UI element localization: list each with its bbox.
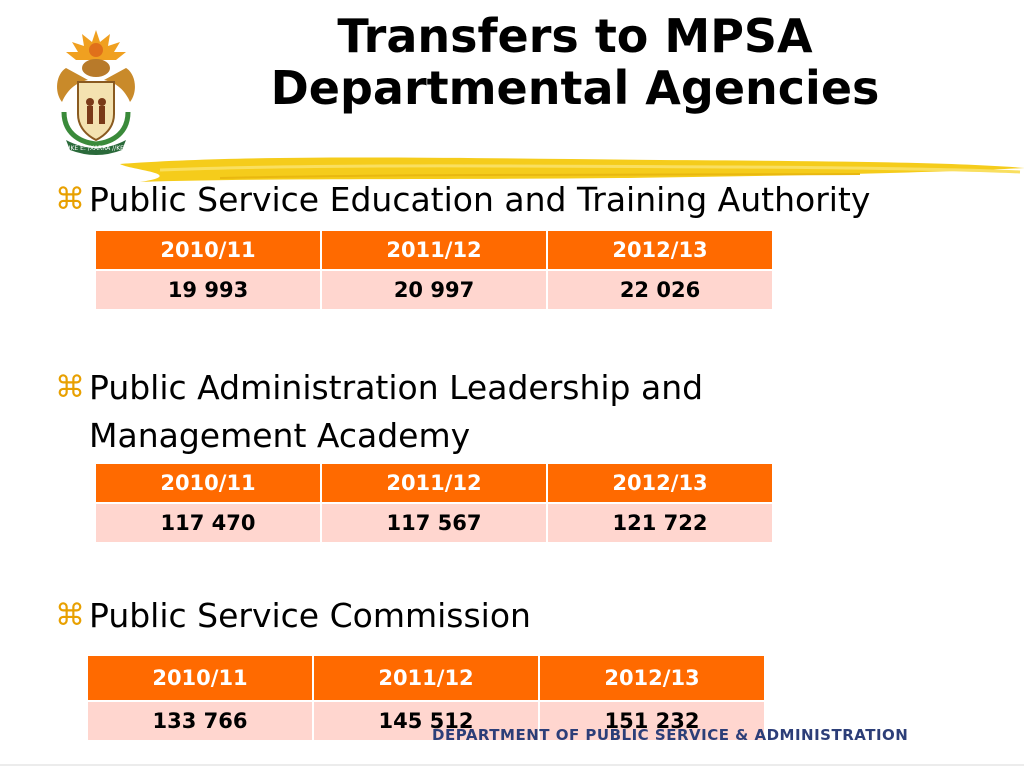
section-3-table: 2010/11 2011/12 2012/13 133 766 145 512 … [86, 654, 766, 742]
title-line-2: Departmental Agencies [270, 61, 880, 115]
table-header-cell: 2010/11 [96, 231, 320, 269]
table-cell: 121 722 [548, 504, 772, 542]
table-row: 19 993 20 997 22 026 [96, 271, 772, 309]
table-cell: 20 997 [322, 271, 546, 309]
section-2-label: Public Administration Leadership and Man… [89, 368, 704, 455]
section-2-table: 2010/11 2011/12 2012/13 117 470 117 567 … [94, 462, 774, 544]
table-header-cell: 2010/11 [96, 464, 320, 502]
table-header-row: 2010/11 2011/12 2012/13 [88, 656, 764, 700]
page-title: Transfers to MPSA Departmental Agencies [190, 10, 960, 114]
table-row: 133 766 145 512 151 232 [88, 702, 764, 740]
table-header-cell: 2010/11 [88, 656, 312, 700]
table-header-cell: 2011/12 [322, 231, 546, 269]
section-3-bullet: ⌘ Public Service Commission [55, 592, 949, 640]
table-cell: 117 470 [96, 504, 320, 542]
command-key-bullet-icon: ⌘ [55, 598, 85, 633]
table-cell: 22 026 [548, 271, 772, 309]
table-header-cell: 2012/13 [548, 464, 772, 502]
yellow-brush-stroke [120, 157, 1024, 182]
logo-motto: !KE E: /XARRA //KE [68, 145, 124, 152]
command-key-bullet-icon: ⌘ [55, 182, 85, 217]
table-cell: 145 512 [314, 702, 538, 740]
footer-divider [0, 764, 1024, 766]
section-2-bullet: ⌘ Public Administration Leadership and M… [55, 364, 789, 460]
section-1-table: 2010/11 2011/12 2012/13 19 993 20 997 22… [94, 229, 774, 311]
table-cell: 151 232 [540, 702, 764, 740]
section-3-label: Public Service Commission [89, 596, 531, 635]
section-1-bullet: ⌘ Public Service Education and Training … [55, 176, 949, 224]
table-header-cell: 2012/13 [540, 656, 764, 700]
table-header-cell: 2011/12 [314, 656, 538, 700]
table-cell: 117 567 [322, 504, 546, 542]
table-header-row: 2010/11 2011/12 2012/13 [96, 231, 772, 269]
table-header-cell: 2011/12 [322, 464, 546, 502]
section-1-label: Public Service Education and Training Au… [89, 180, 871, 219]
table-row: 117 470 117 567 121 722 [96, 504, 772, 542]
department-footer: DEPARTMENT OF PUBLIC SERVICE & ADMINISTR… [432, 726, 909, 744]
command-key-bullet-icon: ⌘ [55, 370, 85, 405]
table-cell: 133 766 [88, 702, 312, 740]
table-header-cell: 2012/13 [548, 231, 772, 269]
table-header-row: 2010/11 2011/12 2012/13 [96, 464, 772, 502]
coat-of-arms-logo: !KE E: /XARRA //KE [57, 30, 135, 155]
table-cell: 19 993 [96, 271, 320, 309]
title-line-1: Transfers to MPSA [337, 9, 813, 63]
